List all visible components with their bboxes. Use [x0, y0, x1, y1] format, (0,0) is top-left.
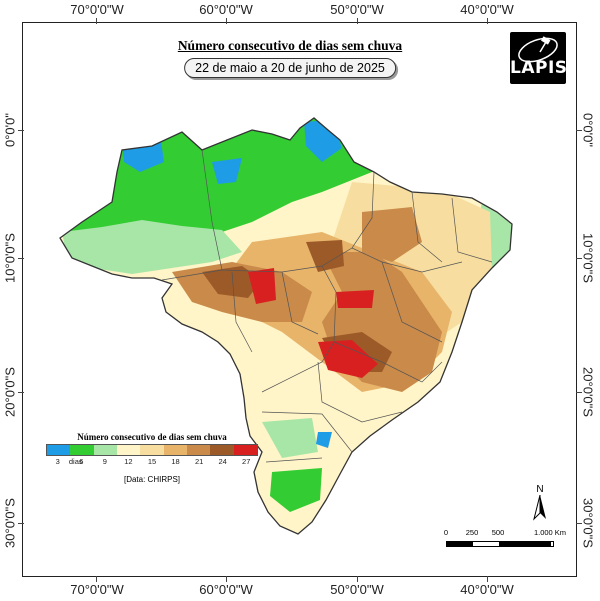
- scale-label: 500: [491, 528, 505, 537]
- lon-label-bottom-1: 70°0'0"W: [70, 582, 124, 597]
- legend-swatch-27: [233, 445, 257, 455]
- zone-3-days-south: [316, 432, 332, 448]
- legend-label-15: 15: [147, 457, 157, 466]
- satellite-icon: [518, 36, 558, 63]
- frame-tick: [487, 18, 488, 24]
- scale-segment: [499, 542, 551, 546]
- north-arrow: N: [530, 484, 550, 526]
- frame-tick: [357, 576, 358, 582]
- map-title: Número consecutivo de dias sem chuva: [173, 38, 407, 54]
- lat-label-right-1: 0°0'0": [580, 113, 596, 147]
- lat-label-left-4: 30°0'0"S: [2, 498, 18, 548]
- scale-label: 250: [465, 528, 479, 537]
- frame-tick: [18, 523, 24, 524]
- legend-label-12: 12: [124, 457, 133, 466]
- lon-label-top-4: 40°0'0"W: [460, 2, 514, 17]
- legend-swatch-21: [186, 445, 211, 455]
- lon-label-bottom-3: 50°0'0"W: [330, 582, 384, 597]
- zone-27-days-west: [248, 268, 276, 304]
- lon-label-top-2: 60°0'0"W: [199, 2, 253, 17]
- frame-tick: [576, 392, 582, 393]
- zone-24-days-north: [306, 240, 344, 272]
- frame-tick: [18, 392, 24, 393]
- frame-tick: [226, 576, 227, 582]
- lon-label-top-1: 70°0'0"W: [70, 2, 124, 17]
- legend-swatch-15: [140, 445, 164, 455]
- zone-9-days-south: [262, 418, 318, 458]
- lat-label-left-1: 0°0'0": [2, 113, 18, 147]
- rainfall-zones: [60, 118, 512, 534]
- zone-27-days-center: [336, 290, 374, 308]
- frame-tick: [357, 18, 358, 24]
- frame-tick: [226, 18, 227, 24]
- frame-tick: [576, 130, 582, 131]
- legend-swatch-24: [210, 445, 234, 455]
- legend-swatch-3: [47, 445, 71, 455]
- zone-9-days-west: [62, 220, 242, 274]
- legend-unit: dias: [68, 457, 83, 466]
- scale-labels: 0 250 500 1.000 Km: [443, 528, 566, 538]
- lon-label-top-3: 50°0'0"W: [330, 2, 384, 17]
- zone-24-days-west: [202, 266, 262, 298]
- lon-label-bottom-2: 60°0'0"W: [199, 582, 253, 597]
- zone-3-days-central-north: [212, 158, 242, 184]
- scale-label: 1.000 Km: [533, 528, 567, 537]
- frame-tick: [18, 258, 24, 259]
- legend: Número consecutivo de dias sem chuva 3 6 9…: [46, 432, 258, 484]
- legend-swatch-6: [70, 445, 94, 455]
- scale-bar-graphic: [446, 541, 554, 547]
- legend-source: [Data: CHIRPS]: [123, 475, 180, 484]
- scale-bar: 0 250 500 1.000 Km: [443, 528, 566, 547]
- north-label: N: [536, 484, 544, 495]
- legend-label-21: 21: [194, 457, 204, 466]
- scale-segment: [473, 542, 499, 546]
- zone-6-days-south: [270, 468, 322, 512]
- legend-label-18: 18: [171, 457, 180, 466]
- legend-color-bar: [46, 444, 258, 456]
- legend-swatch-9: [93, 445, 117, 455]
- scale-segment: [447, 542, 473, 546]
- map-canvas[interactable]: [22, 22, 577, 577]
- legend-labels: 3 6 9 12 15 18 21 24 27 dias: [46, 457, 258, 469]
- frame-tick: [576, 258, 582, 259]
- map-subtitle: 22 de maio a 20 de junho de 2025: [184, 58, 396, 78]
- frame-tick: [487, 576, 488, 582]
- zone-21-days-northeast: [362, 207, 422, 262]
- frame-tick: [576, 523, 582, 524]
- state-boundaries: [161, 149, 493, 463]
- lon-label-bottom-4: 40°0'0"W: [460, 582, 514, 597]
- legend-swatch-18: [163, 445, 187, 455]
- frame-tick: [18, 130, 24, 131]
- logo-text: LAPIS: [510, 58, 568, 78]
- lat-label-left-2: 10°0'0"S: [2, 233, 18, 283]
- scale-label: 0: [443, 528, 449, 537]
- zone-27-days-south-center: [318, 340, 378, 378]
- legend-title: Número consecutivo de dias sem chuva: [77, 432, 227, 442]
- frame-tick: [96, 18, 97, 24]
- lat-label-right-3: 20°0'0"S: [580, 367, 596, 417]
- lat-label-right-4: 30°0'0"S: [580, 498, 596, 548]
- legend-swatch-12: [116, 445, 141, 455]
- legend-label-3: 3: [55, 457, 60, 466]
- legend-label-9: 9: [102, 457, 107, 466]
- legend-label-24: 24: [218, 457, 227, 466]
- lapis-logo: LAPIS: [510, 32, 568, 84]
- legend-label-6: 6: [79, 457, 84, 466]
- frame-tick: [96, 576, 97, 582]
- legend-label-27: 27: [242, 457, 251, 466]
- lat-label-right-2: 10°0'0"S: [580, 233, 596, 283]
- lat-label-left-3: 20°0'0"S: [2, 367, 18, 417]
- north-arrow-icon: [533, 494, 546, 521]
